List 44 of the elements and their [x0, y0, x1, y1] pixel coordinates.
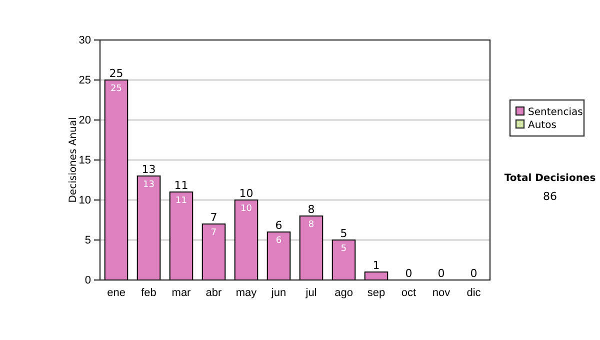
x-tick-label: nov: [432, 286, 451, 299]
data-label: 11: [176, 196, 187, 206]
legend-label: Sentencias: [528, 107, 583, 118]
total-label: 1: [372, 259, 380, 272]
total-label: 6: [275, 219, 282, 232]
total-label: 0: [438, 267, 445, 280]
data-label: 13: [143, 180, 154, 190]
x-tick-label: mar: [172, 286, 192, 299]
total-label: 0: [470, 267, 478, 280]
total-label: 7: [210, 211, 218, 224]
y-tick-label: 5: [84, 234, 91, 247]
total-label: 13: [142, 163, 156, 176]
y-tick-label: 0: [84, 274, 91, 287]
y-tick-label: 15: [78, 154, 91, 167]
x-tick-label: ago: [334, 286, 353, 299]
legend-label: Autos: [528, 120, 556, 131]
x-tick-label: oct: [401, 286, 416, 299]
total-label: 11: [174, 179, 188, 192]
y-axis-title: Decisiones Anual: [68, 117, 79, 203]
x-tick-label: ene: [107, 286, 126, 299]
y-tick-label: 10: [78, 194, 91, 207]
x-tick-label: jul: [304, 286, 317, 299]
x-tick-label: sep: [367, 286, 386, 299]
total-label: 0: [405, 267, 412, 280]
x-tick-label: dic: [466, 286, 482, 299]
total-label: 8: [308, 203, 315, 216]
y-tick-label: 25: [78, 74, 91, 87]
total-label: 5: [340, 227, 348, 240]
y-tick-label: 20: [78, 114, 91, 127]
x-tick-label: may: [236, 286, 258, 299]
data-label: 6: [276, 236, 282, 246]
x-tick-label: abr: [206, 286, 222, 299]
x-tick-label: jun: [270, 286, 286, 299]
text: Total Decisiones: [504, 173, 596, 184]
data-label: 10: [240, 204, 252, 214]
x-tick-label: feb: [141, 286, 156, 299]
y-tick-label: 30: [78, 34, 91, 47]
data-label: 7: [210, 228, 217, 238]
total-label: 10: [239, 187, 254, 200]
total-label: 25: [109, 67, 124, 80]
data-label: 5: [340, 244, 347, 254]
data-label: 25: [110, 84, 122, 94]
text: 86: [543, 190, 557, 203]
data-label: 8: [308, 220, 314, 230]
